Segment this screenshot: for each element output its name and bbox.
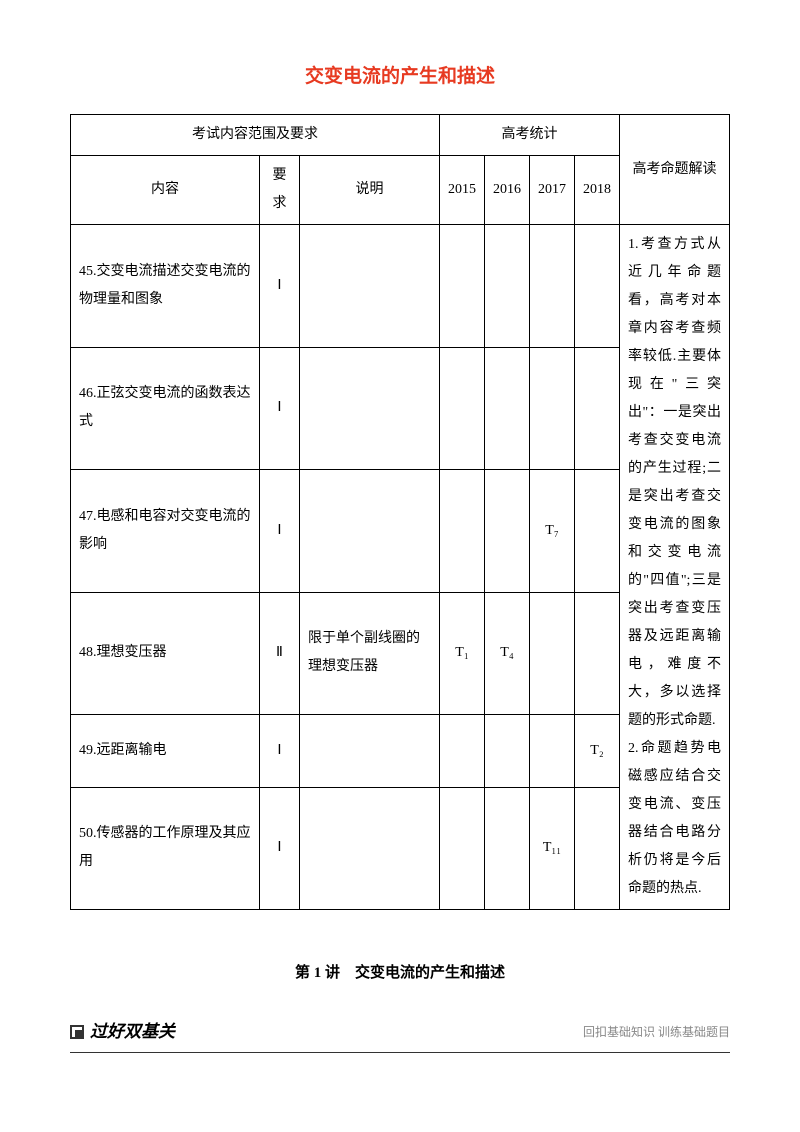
- cell-2016: [484, 714, 529, 787]
- col-requirement: 要求: [259, 156, 299, 225]
- page-title: 交变电流的产生和描述: [70, 60, 730, 94]
- col-year-2018: 2018: [574, 156, 619, 225]
- section-title: 过好双基关: [90, 1017, 175, 1048]
- cell-2016: [484, 347, 529, 469]
- cell-2018: [574, 592, 619, 714]
- header-stats: 高考统计: [439, 115, 619, 156]
- cell-2016: [484, 470, 529, 592]
- cell-2016: T₄: [484, 592, 529, 714]
- col-explanation: 说明: [299, 156, 439, 225]
- cell-expl: [299, 347, 439, 469]
- cell-content: 50.传感器的工作原理及其应用: [71, 787, 260, 910]
- cell-content: 47.电感和电容对交变电流的影响: [71, 470, 260, 592]
- cell-2015: [439, 225, 484, 347]
- cell-expl: [299, 470, 439, 592]
- cell-2018: T₂: [574, 714, 619, 787]
- cell-2017: T₁₁: [529, 787, 574, 910]
- cell-2015: [439, 347, 484, 469]
- cell-2016: [484, 787, 529, 910]
- cell-expl: 限于单个副线圈的理想变压器: [299, 592, 439, 714]
- cell-expl: [299, 225, 439, 347]
- header-interpretation: 高考命题解读: [620, 115, 730, 225]
- exam-syllabus-table: 考试内容范围及要求 高考统计 高考命题解读 内容 要求 说明 2015 2016…: [70, 114, 730, 910]
- cell-2017: [529, 592, 574, 714]
- cell-content: 48.理想变压器: [71, 592, 260, 714]
- cell-content: 45.交变电流描述交变电流的物理量和图象: [71, 225, 260, 347]
- cell-req: Ⅰ: [259, 787, 299, 910]
- marker-icon: [70, 1025, 84, 1039]
- cell-2017: [529, 714, 574, 787]
- cell-2018: [574, 225, 619, 347]
- cell-2015: T₁: [439, 592, 484, 714]
- cell-2015: [439, 470, 484, 592]
- cell-2017: T₇: [529, 470, 574, 592]
- cell-expl: [299, 787, 439, 910]
- col-year-2015: 2015: [439, 156, 484, 225]
- table-row: 45.交变电流描述交变电流的物理量和图象 Ⅰ 1.考查方式从近几年命题看，高考对…: [71, 225, 730, 347]
- col-year-2017: 2017: [529, 156, 574, 225]
- cell-2018: [574, 787, 619, 910]
- col-year-2016: 2016: [484, 156, 529, 225]
- section-bar: 过好双基关 回扣基础知识 训练基础题目: [70, 1017, 730, 1053]
- cell-req: Ⅰ: [259, 714, 299, 787]
- cell-2017: [529, 225, 574, 347]
- header-scope-requirements: 考试内容范围及要求: [71, 115, 440, 156]
- cell-content: 46.正弦交变电流的函数表达式: [71, 347, 260, 469]
- col-content: 内容: [71, 156, 260, 225]
- cell-content: 49.远距离输电: [71, 714, 260, 787]
- section-right-text: 回扣基础知识 训练基础题目: [583, 1022, 730, 1044]
- cell-2016: [484, 225, 529, 347]
- cell-2018: [574, 470, 619, 592]
- cell-2017: [529, 347, 574, 469]
- cell-2015: [439, 787, 484, 910]
- cell-interpretation: 1.考查方式从近几年命题看，高考对本章内容考查频率较低.主要体现在"三突出"：一…: [620, 225, 730, 910]
- section-left: 过好双基关: [70, 1017, 175, 1048]
- cell-req: Ⅰ: [259, 470, 299, 592]
- cell-req: Ⅰ: [259, 225, 299, 347]
- cell-expl: [299, 714, 439, 787]
- cell-req: Ⅰ: [259, 347, 299, 469]
- cell-2015: [439, 714, 484, 787]
- lecture-title: 第 1 讲 交变电流的产生和描述: [70, 960, 730, 987]
- cell-2018: [574, 347, 619, 469]
- cell-req: Ⅱ: [259, 592, 299, 714]
- table-header-row-1: 考试内容范围及要求 高考统计 高考命题解读: [71, 115, 730, 156]
